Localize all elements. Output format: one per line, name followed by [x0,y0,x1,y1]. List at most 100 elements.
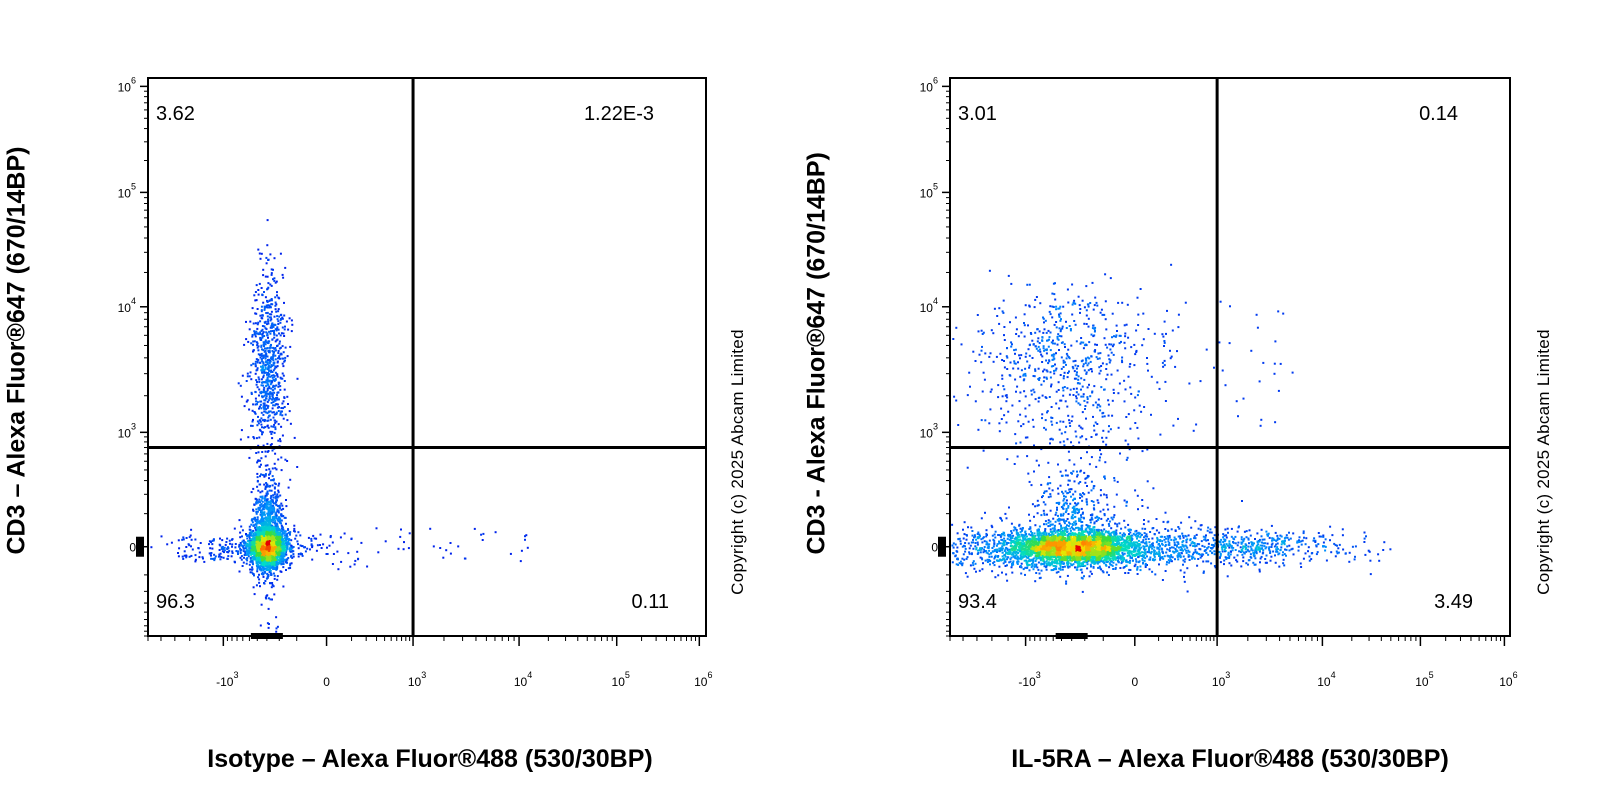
event-dot [270,443,273,446]
event-dot [276,315,279,318]
event-dot [263,347,266,350]
event-dot [255,538,258,541]
event-dot [274,358,277,361]
event-dot [254,411,256,414]
event-dot [439,547,442,549]
event-dot [259,562,262,565]
event-dot [231,545,233,548]
event-dot [266,323,268,326]
event-dot [266,363,269,366]
event-dot [267,342,269,344]
event-dot [199,542,202,544]
event-dot [254,322,257,325]
event-dot [278,356,281,359]
event-dot [290,548,292,551]
event-dot [281,549,284,552]
event-dot [267,541,270,544]
event-dot [252,322,255,325]
event-dot [525,534,528,537]
event-dot [257,333,260,336]
event-dot [264,596,267,599]
event-dot [273,508,276,510]
event-dot [1010,553,1013,556]
event-dot [260,378,263,381]
event-dot [248,563,251,566]
event-dot [288,543,291,546]
event-dot [283,545,286,548]
event-dot [246,535,249,537]
event-dot [259,320,262,323]
event-dot [254,412,257,415]
event-dot [271,380,274,383]
event-dot [194,560,197,563]
event-dot [271,411,274,414]
event-dot [271,398,274,401]
event-dot [260,505,263,508]
event-dot [259,356,262,359]
event-dot [270,586,273,589]
event-dot [239,531,242,534]
event-dot [250,552,253,555]
event-dot [251,334,254,336]
event-dot [267,375,270,378]
event-dot [328,544,331,547]
event-dot [256,479,259,482]
event-dot [198,556,201,559]
event-dot [270,374,273,377]
event-dot [177,539,180,542]
event-dot [238,545,241,548]
event-dot [251,409,254,412]
event-dot [269,497,272,500]
event-dot [239,542,242,544]
event-dot [280,318,282,320]
event-dot [248,541,251,544]
event-dot [252,548,255,551]
event-dot [252,546,255,549]
event-dot [250,378,253,381]
event-dot [274,308,277,311]
event-dot [278,504,281,507]
event-dot [270,425,273,428]
event-dot [287,528,289,531]
event-dot [273,532,276,535]
event-dot [312,534,315,537]
event-dot [268,549,271,552]
event-dot [402,548,405,551]
event-dot [245,400,248,403]
event-dot [267,304,270,307]
event-dot [273,336,276,339]
event-dot [211,543,214,546]
event-dot [267,258,270,261]
event-dot [283,388,286,391]
event-dot [280,332,283,335]
quadrant-lower-right-value: 0.11 [632,591,669,613]
event-dot [257,489,260,492]
event-dot [266,355,269,358]
event-dot [254,526,257,529]
event-dot [286,395,289,398]
event-dot [239,552,242,554]
event-dot [275,398,278,401]
event-dot [268,513,271,516]
event-dot [400,528,402,531]
event-dot [243,556,245,559]
event-dot [260,473,262,476]
event-dot [270,525,273,527]
event-dot [274,354,277,357]
event-dot [271,584,274,586]
event-dot [253,331,256,334]
event-dot [245,562,248,565]
event-dot [290,545,293,548]
event-dot [268,313,271,316]
event-dot [260,365,262,368]
event-dot [263,483,266,486]
event-dot [277,391,280,394]
event-dot [275,527,278,529]
event-dot [264,296,267,299]
event-dot [265,397,267,400]
event-dot [257,353,260,356]
event-dot [290,555,292,558]
event-dot [273,491,276,494]
event-dot [287,541,290,543]
event-dot [262,555,265,558]
